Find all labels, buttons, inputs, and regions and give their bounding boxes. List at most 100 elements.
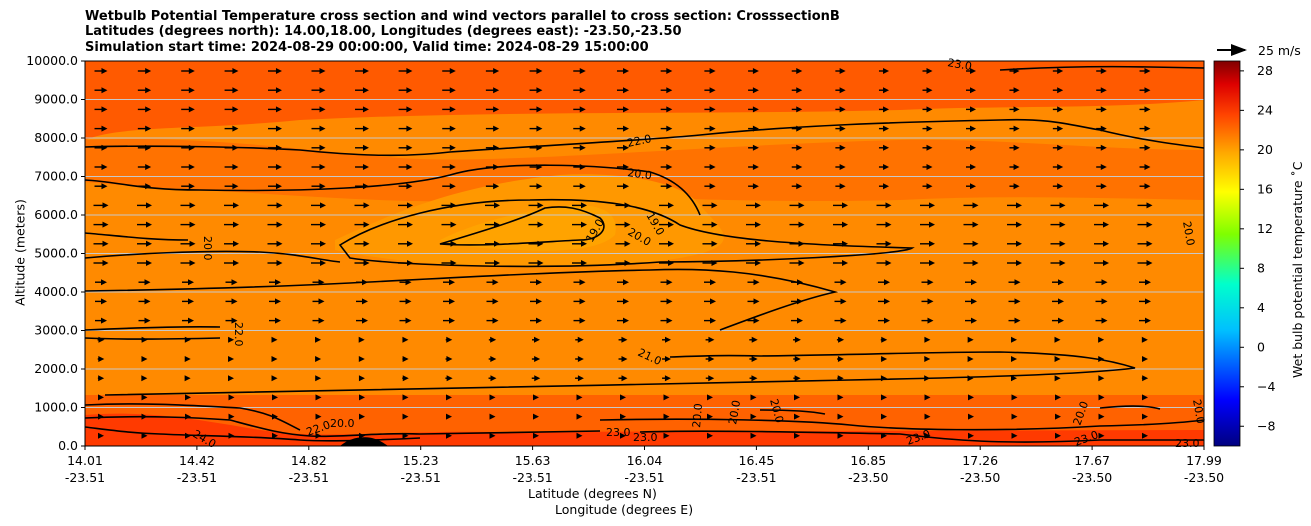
wind-arrow [141, 336, 148, 343]
wind-arrow [705, 356, 715, 362]
wind-arrow [442, 183, 456, 190]
wind-arrow [225, 298, 238, 305]
wind-arrow [921, 298, 934, 305]
wind-arrow [1050, 260, 1066, 266]
y-tick-label: 10000.0 [26, 53, 78, 68]
wind-arrow [529, 164, 543, 170]
wind-arrow [94, 125, 108, 132]
wind-arrow [486, 298, 499, 305]
wind-arrow [835, 106, 846, 113]
wind-arrow [791, 125, 803, 132]
wind-arrow [748, 106, 759, 113]
wind-arrow [965, 68, 977, 74]
wind-arrow [793, 336, 801, 343]
wind-arrow [181, 125, 195, 132]
wind-arrow [354, 260, 370, 266]
wind-arrow [791, 183, 803, 190]
contour-label: 22.0 [626, 132, 653, 150]
wind-arrow [489, 432, 496, 439]
wind-arrow [748, 87, 759, 94]
wind-arrow [1008, 298, 1021, 305]
wind-arrow [791, 87, 803, 94]
wind-arrow [228, 413, 235, 420]
wind-arrow [271, 356, 278, 362]
wind-arrow [663, 413, 670, 420]
wind-arrow [880, 336, 888, 343]
wind-arrow [98, 413, 104, 420]
wind-arrow [573, 68, 586, 74]
wind-arrow [532, 336, 540, 343]
x-axis-ticks: 14.01 -23.51 14.42 -23.51 14.82 -23.51 15.23 -2… [65, 446, 1224, 485]
wind-arrow [530, 298, 542, 305]
x-tick-label-lon: -23.51 [65, 470, 105, 485]
wind-arrow [878, 106, 890, 113]
wind-arrow [1054, 336, 1061, 343]
wind-arrow [1052, 106, 1064, 113]
wind-arrow [528, 221, 544, 228]
wind-arrow [268, 87, 282, 94]
wind-arrow [1050, 240, 1066, 247]
wind-arrow [793, 375, 801, 382]
wind-arrow [1011, 413, 1018, 420]
wind-arrow [1050, 202, 1066, 209]
wind-arrow [881, 413, 887, 420]
wind-arrow [659, 221, 674, 228]
wind-arrow [441, 240, 457, 247]
wind-arrow [704, 317, 716, 324]
wind-arrow [137, 125, 152, 132]
wind-arrow [618, 356, 628, 362]
y-tick-label: 4000.0 [34, 284, 78, 299]
wind-arrow [1094, 240, 1109, 247]
wind-arrow [704, 106, 716, 113]
wind-arrow [224, 68, 239, 74]
wind-arrow [138, 317, 151, 324]
wind-arrow [835, 183, 846, 190]
wind-arrow [224, 183, 239, 190]
colorbar-tick-label: 16 [1257, 181, 1273, 196]
wind-arrow [1011, 394, 1018, 401]
wind-arrow [616, 144, 630, 151]
wind-arrow [702, 221, 718, 228]
wind-arrow [704, 87, 716, 94]
wind-arrow [1139, 106, 1151, 113]
contour-label: 20.0 [690, 403, 705, 429]
wind-arrow [445, 356, 453, 362]
wind-arrow [268, 164, 282, 170]
contour-label: 20.0 [1180, 220, 1197, 246]
x-tick-label-lon: -23.50 [1072, 470, 1112, 485]
wind-arrow [355, 183, 369, 190]
wind-arrow [529, 68, 543, 74]
wind-arrow [1137, 221, 1153, 228]
wind-arrow [1139, 317, 1151, 324]
wind-arrow [399, 298, 412, 305]
wind-arrow [573, 125, 586, 132]
x-tick-label-lat: 16.45 [739, 453, 775, 468]
wind-arrow [749, 336, 758, 343]
wind-arrow [1052, 87, 1064, 94]
wind-arrow [620, 394, 626, 401]
wind-arrow [746, 260, 761, 266]
wind-arrow [922, 164, 933, 170]
wind-arrow [267, 202, 283, 209]
wind-arrow [660, 87, 673, 94]
wind-arrow [93, 221, 109, 228]
wind-arrow [747, 298, 760, 305]
y-tick-label: 0.0 [58, 438, 78, 453]
wind-arrow [573, 87, 586, 94]
wind-arrow [1142, 432, 1148, 439]
wind-arrow [791, 279, 803, 286]
wind-arrow [789, 202, 805, 209]
wind-arrow [834, 298, 847, 305]
wind-arrow [442, 68, 456, 74]
wind-arrow [880, 356, 888, 362]
wind-arrow [272, 432, 278, 439]
wind-arrow [443, 279, 455, 286]
wind-arrow [573, 106, 586, 113]
wind-arrow [833, 221, 848, 228]
wind-arrow [835, 87, 846, 94]
wind-arrow [704, 279, 716, 286]
wind-arrow [531, 356, 541, 362]
wind-arrow [1054, 375, 1061, 382]
wind-arrow [1139, 183, 1151, 190]
wind-arrow [402, 336, 409, 343]
